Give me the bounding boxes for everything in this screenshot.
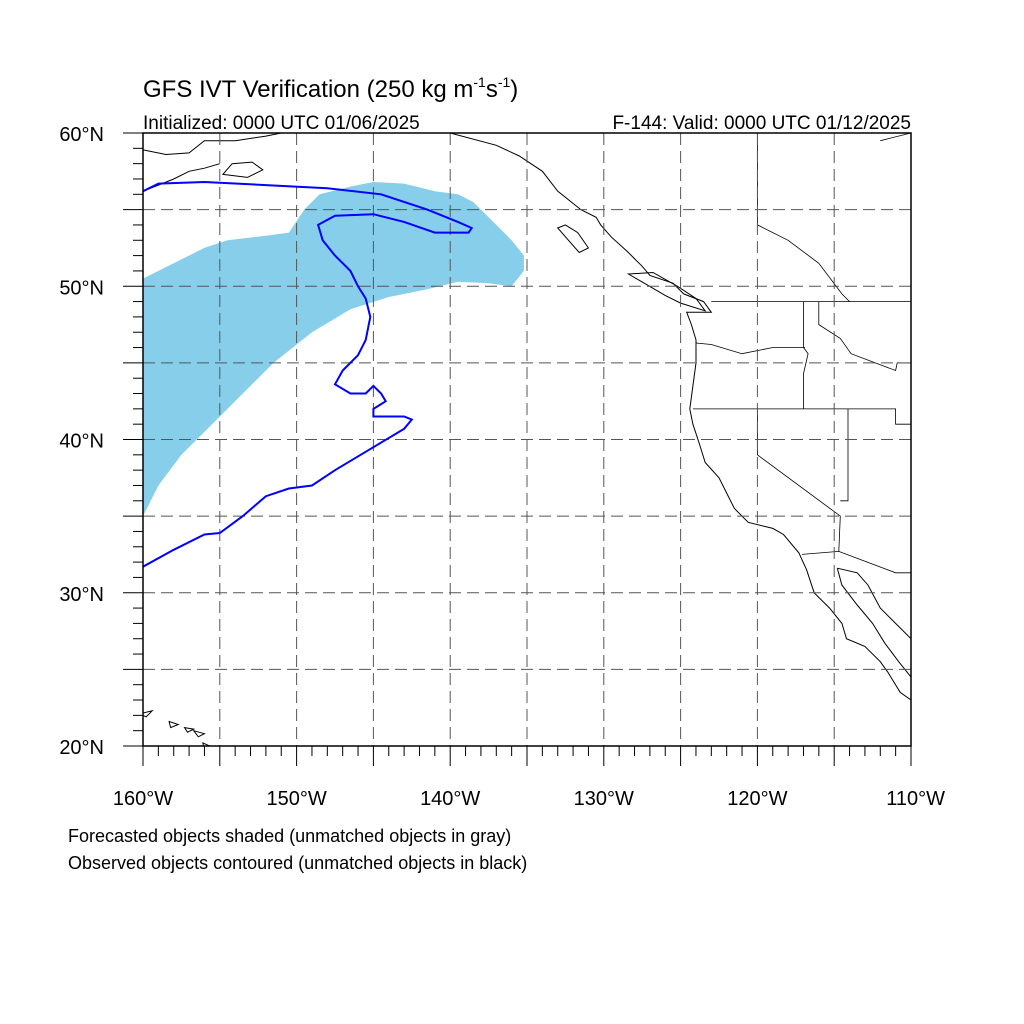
kodiak-island bbox=[221, 161, 264, 178]
state-border bbox=[840, 408, 849, 502]
vancouver-island bbox=[626, 271, 707, 312]
axis-ticks bbox=[123, 132, 912, 766]
lon-label: 160°W bbox=[113, 788, 173, 810]
state-border bbox=[695, 342, 805, 355]
lat-label: 50°N bbox=[59, 277, 104, 299]
observed-note: Observed objects contoured (unmatched ob… bbox=[68, 853, 528, 873]
lat-label: 30°N bbox=[59, 584, 104, 606]
init-time-label: Initialized: 0000 UTC 01/06/2025 bbox=[143, 113, 420, 134]
coastline-layer bbox=[143, 133, 911, 746]
title-mid: s bbox=[486, 76, 498, 103]
province-border bbox=[757, 133, 850, 302]
state-border bbox=[757, 408, 841, 552]
title-text: GFS IVT Verification (250 kg m-1s-1) bbox=[143, 74, 518, 103]
lon-label: 150°W bbox=[266, 788, 326, 810]
province-border bbox=[880, 133, 911, 142]
lon-label: 130°W bbox=[574, 788, 634, 810]
state-border bbox=[818, 301, 911, 372]
state-border bbox=[692, 408, 911, 425]
alaska-coastline bbox=[143, 133, 282, 156]
lon-label: 140°W bbox=[420, 788, 480, 810]
plot-area bbox=[143, 133, 911, 746]
state-border bbox=[803, 301, 809, 409]
forecast-object-layer bbox=[143, 182, 524, 517]
alaska-peninsula-coastline bbox=[143, 163, 220, 192]
lat-label: 60°N bbox=[59, 124, 104, 146]
baja-east-coastline bbox=[836, 568, 911, 678]
hawaii-island bbox=[143, 709, 154, 718]
hawaii-island bbox=[183, 726, 196, 733]
hawaii-island bbox=[192, 729, 206, 738]
observed-contour-layer bbox=[143, 180, 474, 568]
title-end: ) bbox=[510, 76, 518, 103]
gridline-layer bbox=[143, 133, 911, 746]
haida-gwaii-island bbox=[556, 224, 590, 254]
title-main: GFS IVT Verification (250 kg m bbox=[143, 76, 473, 103]
hawaii-island bbox=[168, 720, 180, 729]
west-coast-coastline bbox=[450, 133, 911, 701]
axis-labels: 60°N 50°N 40°N 30°N 20°N 160°W 150°W 140°W 130°W… bbox=[59, 124, 945, 810]
mexico-mainland-coastline bbox=[837, 567, 911, 640]
observed-ivt-contour bbox=[143, 180, 474, 568]
lat-label: 40°N bbox=[59, 431, 104, 453]
title-sup2: -1 bbox=[498, 74, 511, 90]
state-border bbox=[801, 550, 911, 574]
lat-label: 20°N bbox=[59, 737, 104, 759]
forecast-ivt-object bbox=[143, 182, 524, 517]
title-sup1: -1 bbox=[473, 74, 486, 90]
lon-label: 110°W bbox=[886, 788, 945, 810]
map-title: GFS IVT Verification (250 kg m-1s-1) bbox=[143, 74, 518, 103]
valid-time-label: F-144: Valid: 0000 UTC 01/12/2025 bbox=[612, 113, 911, 134]
forecast-note: Forecasted objects shaded (unmatched obj… bbox=[68, 826, 512, 846]
lon-label: 120°W bbox=[727, 788, 787, 810]
